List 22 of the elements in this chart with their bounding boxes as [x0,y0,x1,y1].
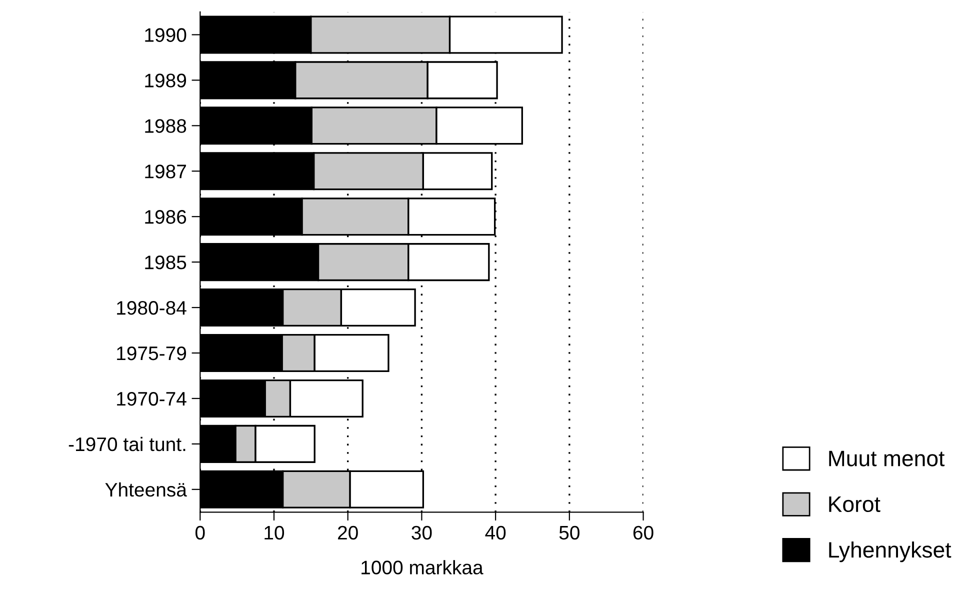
legend-label: Lyhennykset [829,541,952,562]
y-tick-label: 1990 [145,28,186,42]
y-tick-label: 1975-79 [117,346,186,360]
x-tick-label: 40 [485,526,506,540]
x-tick-label: 10 [264,526,284,540]
y-tick-label: 1988 [145,119,186,133]
y-tick-label: 1986 [145,210,186,224]
x-tick-label: 20 [338,526,358,540]
y-tick-label: 1985 [145,256,186,270]
y-tick-label: -1970 tai tunt. [68,436,186,452]
y-tick-label: 1980-84 [117,301,186,315]
x-tick-label: 30 [412,526,432,540]
y-tick-label: Yhteensä [105,482,187,497]
x-tick-label: 60 [633,526,654,540]
x-tick-label: 0 [195,526,205,540]
x-axis-title: 1000 markkaa [362,560,484,574]
y-tick-label: 1987 [145,164,186,178]
legend-label: Muut menot [829,450,945,466]
y-tick-label: 1989 [145,74,186,88]
x-tick-label: 50 [559,526,580,540]
y-tick-label: 1970-74 [117,392,186,406]
legend-label: Korot [829,496,880,512]
